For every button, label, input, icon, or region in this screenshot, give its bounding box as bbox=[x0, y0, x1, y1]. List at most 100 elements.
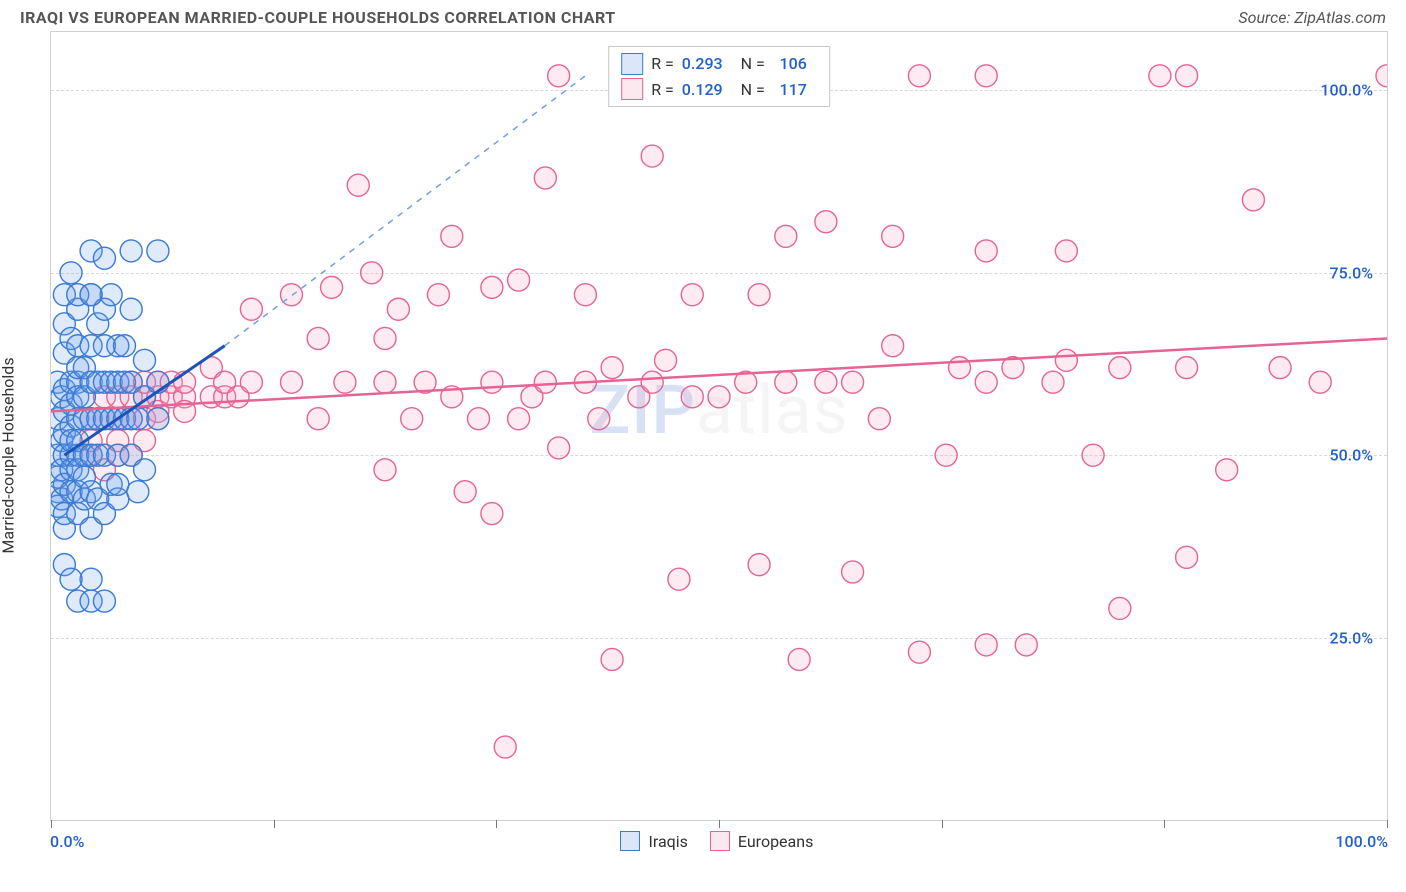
stats-swatch bbox=[621, 53, 643, 75]
data-point-europeans bbox=[882, 335, 904, 357]
data-point-iraqis bbox=[80, 568, 102, 590]
data-point-europeans bbox=[574, 284, 596, 306]
data-point-europeans bbox=[534, 371, 556, 393]
data-point-europeans bbox=[1216, 459, 1238, 481]
data-point-europeans bbox=[935, 444, 957, 466]
data-point-europeans bbox=[1176, 546, 1198, 568]
data-point-europeans bbox=[641, 145, 663, 167]
data-point-europeans bbox=[815, 211, 837, 233]
data-point-europeans bbox=[1149, 65, 1171, 87]
data-point-europeans bbox=[948, 357, 970, 379]
data-point-europeans bbox=[361, 262, 383, 284]
stats-n-label: N = bbox=[741, 77, 765, 103]
x-tick bbox=[719, 820, 720, 828]
data-point-europeans bbox=[481, 276, 503, 298]
data-point-europeans bbox=[534, 167, 556, 189]
x-axis-max-label: 100.0% bbox=[1335, 832, 1388, 851]
data-point-europeans bbox=[240, 298, 262, 320]
data-point-europeans bbox=[454, 481, 476, 503]
chart-source: Source: ZipAtlas.com bbox=[1238, 8, 1386, 27]
data-point-europeans bbox=[842, 371, 864, 393]
data-point-europeans bbox=[334, 371, 356, 393]
data-point-europeans bbox=[588, 408, 610, 430]
data-point-iraqis bbox=[107, 473, 129, 495]
stats-n-label: N = bbox=[741, 51, 765, 77]
data-point-europeans bbox=[1176, 65, 1198, 87]
data-point-europeans bbox=[1242, 189, 1264, 211]
data-point-europeans bbox=[748, 284, 770, 306]
data-point-europeans bbox=[868, 408, 890, 430]
data-point-europeans bbox=[975, 371, 997, 393]
data-point-iraqis bbox=[147, 240, 169, 262]
data-point-europeans bbox=[321, 276, 343, 298]
stats-swatch bbox=[621, 78, 643, 100]
data-point-europeans bbox=[1309, 371, 1331, 393]
data-point-europeans bbox=[508, 269, 530, 291]
data-point-europeans bbox=[374, 327, 396, 349]
data-point-iraqis bbox=[134, 459, 156, 481]
data-point-europeans bbox=[1082, 444, 1104, 466]
x-tick bbox=[496, 820, 497, 828]
data-point-europeans bbox=[401, 408, 423, 430]
data-point-iraqis bbox=[60, 262, 82, 284]
data-point-europeans bbox=[347, 174, 369, 196]
data-point-europeans bbox=[1176, 357, 1198, 379]
data-point-europeans bbox=[681, 284, 703, 306]
data-point-europeans bbox=[975, 634, 997, 656]
data-point-europeans bbox=[307, 408, 329, 430]
data-point-europeans bbox=[1015, 634, 1037, 656]
x-tick bbox=[942, 820, 943, 828]
data-point-europeans bbox=[908, 65, 930, 87]
data-point-europeans bbox=[374, 371, 396, 393]
data-point-europeans bbox=[427, 284, 449, 306]
data-point-iraqis bbox=[93, 590, 115, 612]
data-point-europeans bbox=[280, 371, 302, 393]
data-point-europeans bbox=[481, 371, 503, 393]
stats-row-iraqis: R =0.293N =106 bbox=[621, 51, 817, 77]
data-point-europeans bbox=[548, 437, 570, 459]
data-point-europeans bbox=[494, 736, 516, 758]
data-point-europeans bbox=[882, 225, 904, 247]
stats-r-value: 0.129 bbox=[682, 77, 723, 103]
data-point-europeans bbox=[307, 327, 329, 349]
y-axis-label: Married-couple Households bbox=[0, 357, 18, 553]
data-point-europeans bbox=[681, 386, 703, 408]
scatter-svg bbox=[51, 32, 1387, 820]
legend-label-europeans: Europeans bbox=[738, 832, 813, 851]
stats-n-value: 106 bbox=[773, 51, 807, 77]
data-point-iraqis bbox=[120, 240, 142, 262]
x-axis-row: 0.0% Iraqis Europeans 100.0% bbox=[50, 831, 1388, 851]
data-point-iraqis bbox=[60, 568, 82, 590]
data-point-europeans bbox=[1109, 597, 1131, 619]
data-point-europeans bbox=[775, 371, 797, 393]
stats-n-value: 117 bbox=[773, 77, 807, 103]
x-tick bbox=[1164, 820, 1165, 828]
data-point-iraqis bbox=[100, 284, 122, 306]
data-point-europeans bbox=[548, 65, 570, 87]
data-point-europeans bbox=[601, 648, 623, 670]
legend-label-iraqis: Iraqis bbox=[648, 832, 687, 851]
data-point-iraqis bbox=[80, 284, 102, 306]
plot-area: ZIPatlas R =0.293N =106R =0.129N =117 25… bbox=[50, 31, 1388, 821]
data-point-europeans bbox=[481, 503, 503, 525]
data-point-europeans bbox=[1055, 240, 1077, 262]
data-point-europeans bbox=[775, 225, 797, 247]
x-tick bbox=[51, 820, 52, 828]
data-point-iraqis bbox=[120, 298, 142, 320]
x-tick bbox=[1387, 820, 1388, 828]
data-point-europeans bbox=[1055, 349, 1077, 371]
legend: Iraqis Europeans bbox=[606, 831, 813, 851]
data-point-europeans bbox=[975, 240, 997, 262]
data-point-europeans bbox=[641, 371, 663, 393]
chart-title: IRAQI VS EUROPEAN MARRIED-COUPLE HOUSEHO… bbox=[20, 8, 616, 27]
data-point-europeans bbox=[908, 641, 930, 663]
data-point-iraqis bbox=[93, 247, 115, 269]
data-point-iraqis bbox=[134, 349, 156, 371]
data-point-europeans bbox=[788, 648, 810, 670]
data-point-europeans bbox=[508, 408, 530, 430]
x-axis-min-label: 0.0% bbox=[50, 832, 84, 851]
legend-swatch-europeans bbox=[710, 831, 730, 851]
data-point-europeans bbox=[655, 349, 677, 371]
x-tick bbox=[274, 820, 275, 828]
correlation-stats-box: R =0.293N =106R =0.129N =117 bbox=[608, 46, 830, 107]
